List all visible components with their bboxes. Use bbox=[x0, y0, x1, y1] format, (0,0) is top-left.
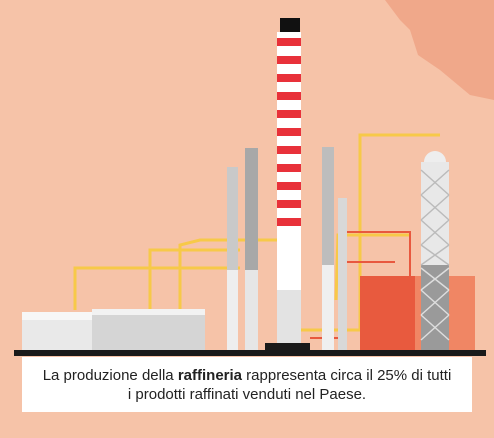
chimney-base bbox=[322, 265, 334, 352]
chimney-base bbox=[277, 290, 301, 350]
building bbox=[92, 314, 205, 352]
page: La produzione della raffineria rappresen… bbox=[0, 0, 494, 438]
caption-line: La produzione della raffineria rappresen… bbox=[22, 366, 472, 385]
background-shape bbox=[385, 0, 494, 100]
caption: La produzione della raffineria rappresen… bbox=[22, 357, 472, 412]
chimney-cap bbox=[280, 18, 300, 32]
building-roof bbox=[92, 309, 205, 315]
caption-text: La produzione della bbox=[43, 367, 178, 384]
ground bbox=[14, 350, 486, 356]
caption-text: rappresenta circa il 25% di tutti bbox=[242, 367, 451, 384]
caption-bold: raffineria bbox=[178, 367, 242, 384]
tank bbox=[360, 276, 415, 350]
chimney-base bbox=[245, 270, 258, 352]
building-roof bbox=[22, 312, 94, 320]
chimney-foot bbox=[265, 343, 310, 351]
caption-line: i prodotti raffinati venduti nel Paese. bbox=[22, 385, 472, 404]
chimney-base bbox=[227, 270, 238, 352]
tower-dome bbox=[424, 151, 446, 162]
chimney bbox=[338, 198, 347, 352]
